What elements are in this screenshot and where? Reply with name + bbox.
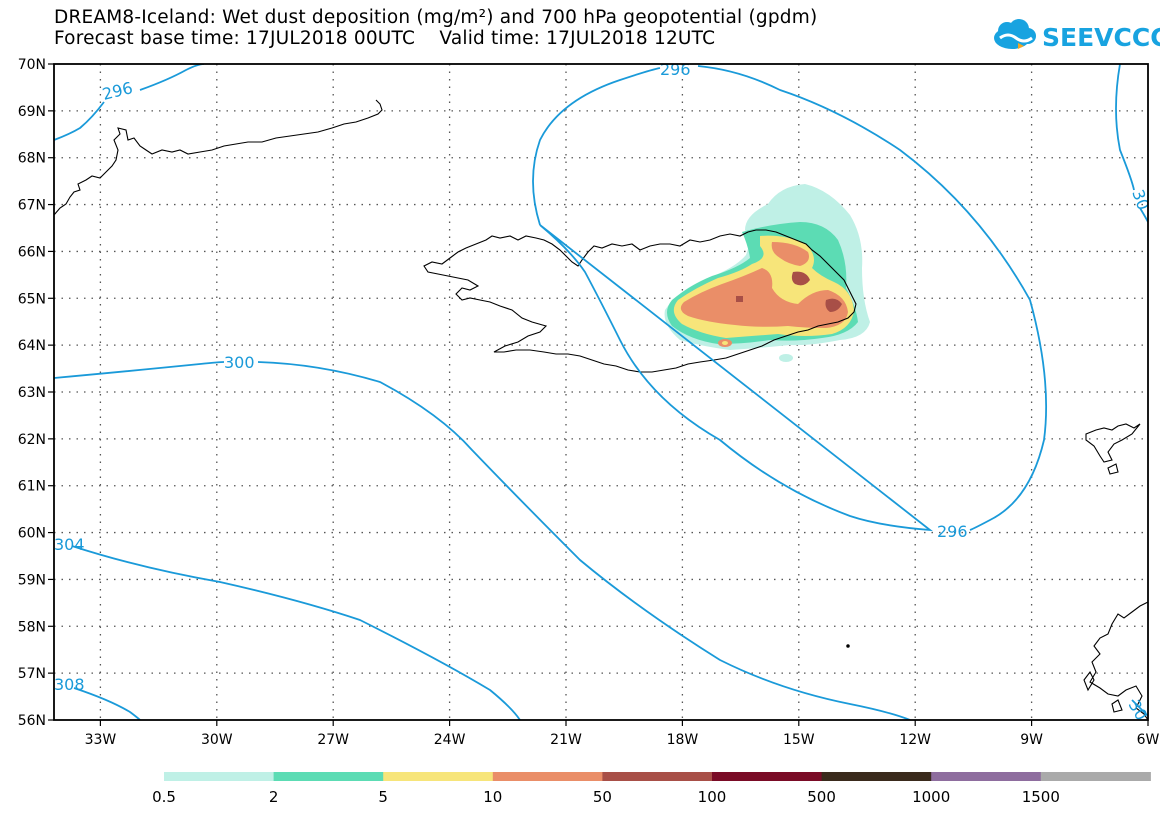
legend-swatch <box>821 772 932 781</box>
faroe-islands <box>1107 463 1119 475</box>
faroe-islands <box>1085 423 1141 463</box>
scotland-coast <box>1089 601 1148 720</box>
lat-label: 58N <box>18 619 46 635</box>
legend-label: 0.5 <box>152 788 176 806</box>
geopotential-contours <box>54 64 1148 720</box>
dust-patch <box>779 354 793 362</box>
legend-label: 500 <box>807 788 836 806</box>
legend-swatch <box>712 772 823 781</box>
lat-label: 66N <box>18 244 46 260</box>
lat-label: 69N <box>18 104 46 120</box>
contour-label: 296 <box>660 60 691 79</box>
lat-label: 60N <box>18 526 46 542</box>
lat-label: 57N <box>18 666 46 682</box>
lat-label: 68N <box>18 151 46 167</box>
dust-deposition-field <box>664 184 870 362</box>
lon-label: 21W <box>550 732 582 748</box>
cloud-icon <box>994 19 1036 49</box>
lat-label: 65N <box>18 291 46 307</box>
lon-label: 12W <box>899 732 931 748</box>
legend-swatch <box>602 772 713 781</box>
lat-label: 63N <box>18 385 46 401</box>
contour-308 <box>73 687 141 720</box>
legend-label: 100 <box>698 788 727 806</box>
contour-label: 308 <box>54 675 85 694</box>
contour-304 <box>71 545 521 720</box>
lon-label: 27W <box>317 732 349 748</box>
longitude-labels: 33W 30W 27W 24W 21W 18W 15W 12W 9W 6W <box>85 732 1160 748</box>
lat-label: 59N <box>18 572 46 588</box>
contour-east-bottom <box>1131 699 1148 717</box>
contour-label: 304 <box>54 535 85 554</box>
legend-label: 10 <box>483 788 502 806</box>
contour-label: 300 <box>224 353 255 372</box>
legend-swatch <box>931 772 1042 781</box>
lon-label: 18W <box>667 732 699 748</box>
legend-swatch <box>1040 772 1151 781</box>
lon-label: 6W <box>1137 732 1160 748</box>
legend-label: 1000 <box>912 788 950 806</box>
contour-296-loop <box>532 65 1048 532</box>
contour-label: 296 <box>937 522 968 541</box>
axis-ticks <box>48 63 1149 726</box>
map-title: DREAM8-Iceland: Wet dust deposition (mg/… <box>54 7 818 28</box>
legend-swatch <box>164 772 275 781</box>
legend-label: 50 <box>593 788 612 806</box>
latitude-labels: 70N 69N 68N 67N 66N 65N 64N 63N 62N 61N 60N 59N 58N 5… <box>18 57 46 729</box>
logo-text: SEEVCCC <box>1042 23 1160 52</box>
lat-label: 62N <box>18 432 46 448</box>
lon-label: 33W <box>85 732 117 748</box>
dust-level-50 <box>791 271 842 312</box>
lon-label: 24W <box>434 732 466 748</box>
map-subtitle: Forecast base time: 17JUL2018 00UTC Vali… <box>54 28 716 49</box>
lon-label: 15W <box>783 732 815 748</box>
legend-swatch <box>492 772 603 781</box>
lat-label: 56N <box>18 713 46 729</box>
legend-label: 5 <box>378 788 388 806</box>
legend-label: 1500 <box>1022 788 1060 806</box>
lon-label: 30W <box>201 732 233 748</box>
lon-label: 9W <box>1020 732 1043 748</box>
dust-peak <box>736 296 743 302</box>
lat-label: 64N <box>18 338 46 354</box>
legend-swatch <box>273 772 384 781</box>
rockall <box>846 644 850 648</box>
greenland-coast <box>54 99 383 216</box>
color-legend: 0.5 2 5 10 50 100 500 1000 1500 <box>152 772 1151 806</box>
legend-label: 2 <box>269 788 279 806</box>
legend-swatch <box>383 772 494 781</box>
lat-label: 67N <box>18 198 46 214</box>
lat-label: 61N <box>18 479 46 495</box>
contour-300 <box>54 361 911 720</box>
lat-label: 70N <box>18 57 46 73</box>
plot-area <box>54 64 1148 720</box>
hebrides <box>1083 670 1123 713</box>
dust-level-10 <box>680 242 848 328</box>
seevccc-logo: SEEVCCC <box>994 19 1160 52</box>
dust-patch <box>722 341 728 345</box>
